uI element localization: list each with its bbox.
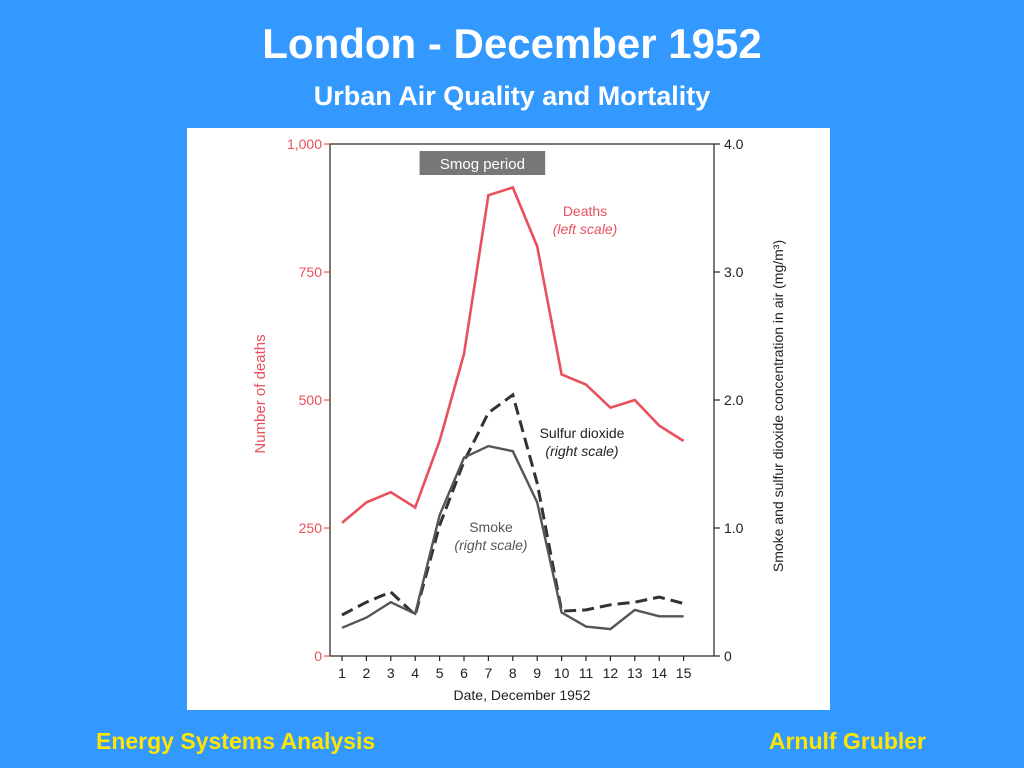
right-tick-label: 3.0	[724, 264, 744, 280]
plot-frame	[329, 143, 715, 657]
x-tick-label: 2	[363, 665, 371, 681]
left-tick-label: 250	[299, 520, 323, 536]
deaths-label: Deaths	[563, 203, 607, 219]
x-tick-label: 7	[485, 665, 493, 681]
slide-title: London - December 1952	[262, 20, 762, 67]
sulfur-dioxide-label: Sulfur dioxide	[540, 425, 625, 441]
sulfur-dioxide-line	[341, 392, 684, 618]
x-axis-title: Date, December 1952	[454, 687, 591, 703]
x-tick-label: 9	[533, 665, 541, 681]
smog-period-label: Smog period	[440, 156, 525, 173]
x-tick-label: 15	[676, 665, 692, 681]
left-tick-label: 0	[314, 648, 322, 664]
x-tick-label: 10	[554, 665, 570, 681]
chart-panel: 0 250 500 750 1,000 0 1.0 2.0 3.0 4.0 1 2 3 4 5 6 7 8 9 10 1…	[187, 128, 830, 710]
x-tick-label: 1	[338, 665, 346, 681]
right-tick-label: 1.0	[724, 520, 744, 536]
left-tick-label: 750	[299, 264, 323, 280]
deaths-line	[341, 185, 685, 524]
smoke-line	[341, 444, 684, 631]
right-tick-label: 2.0	[724, 392, 744, 408]
slide-subtitle: Urban Air Quality and Mortality	[313, 81, 711, 111]
x-tick-label: 13	[627, 665, 643, 681]
smoke-scale-label: (right scale)	[454, 537, 527, 553]
x-tick-label: 12	[603, 665, 619, 681]
x-tick-label: 4	[411, 665, 419, 681]
left-tick-label: 500	[299, 392, 323, 408]
x-tick-label: 5	[436, 665, 444, 681]
footer-course: Energy Systems Analysis	[96, 728, 376, 754]
x-tick-label: 6	[460, 665, 468, 681]
left-tick-label: 1,000	[287, 136, 322, 152]
sulfur-dioxide-scale-label: (right scale)	[545, 443, 618, 459]
left-axis-title: Number of deaths	[252, 334, 269, 453]
right-tick-label: 0	[724, 648, 732, 664]
x-tick-label: 3	[387, 665, 395, 681]
deaths-scale-label: (left scale)	[553, 221, 618, 237]
x-tick-label: 11	[579, 665, 594, 681]
right-axis-title: Smoke and sulfur dioxide concentration i…	[770, 240, 786, 572]
footer-author: Arnulf Grubler	[768, 728, 926, 754]
right-tick-label: 4.0	[724, 136, 744, 152]
smoke-label: Smoke	[469, 519, 513, 535]
x-tick-label: 14	[651, 665, 667, 681]
x-tick-label: 8	[509, 665, 517, 681]
smog-period-badge	[419, 151, 546, 175]
